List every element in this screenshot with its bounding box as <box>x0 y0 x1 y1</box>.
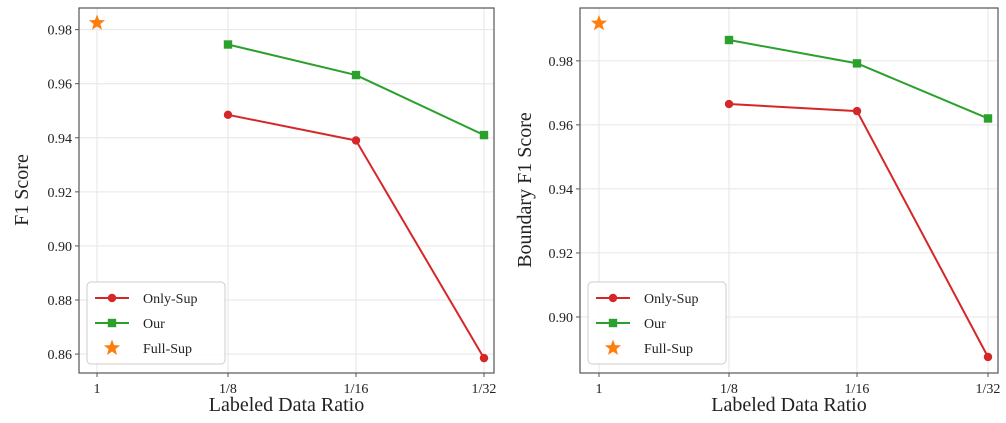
data-point-only-sup <box>351 136 361 145</box>
data-point-only-sup <box>983 352 993 362</box>
y-tick-label: 0.96 <box>549 119 574 134</box>
y-tick-label: 0.92 <box>48 186 73 201</box>
data-point-full-sup <box>88 14 106 30</box>
y-tick-label: 0.96 <box>48 78 73 93</box>
data-point-only-sup <box>724 99 734 109</box>
legend-marker-only-sup <box>107 293 117 303</box>
y-tick-label: 0.94 <box>48 132 73 147</box>
x-tick-label: 1 <box>596 382 603 397</box>
legend: Only-Sup Our Full-Sup <box>86 281 226 365</box>
legend-label-only-sup: Only-Sup <box>143 292 197 307</box>
y-tick-label: 0.90 <box>48 240 73 255</box>
series-only-sup <box>223 110 489 363</box>
x-axis-title: Labeled Data Ratio <box>711 394 867 416</box>
legend-marker-our <box>608 318 618 328</box>
data-point-only-sup <box>479 353 489 363</box>
series-our <box>223 40 489 140</box>
plot-frame <box>78 7 495 374</box>
chart-panel-2: 0.90 0.92 0.94 0.96 0.98 1 1/8 1/16 1/32 Labeled … <box>514 7 1001 416</box>
y-tick-label: 0.90 <box>549 311 574 326</box>
data-point-our <box>983 114 993 123</box>
x-axis-title: Labeled Data Ratio <box>209 394 365 416</box>
y-tick-label: 0.98 <box>549 55 574 70</box>
series-full-sup <box>88 14 106 30</box>
data-point-our <box>351 70 361 80</box>
legend-marker-our <box>107 318 117 328</box>
x-tick-label: 1/16 <box>845 382 870 397</box>
data-point-full-sup <box>590 14 608 31</box>
legend-label-only-sup: Only-Sup <box>644 292 698 307</box>
data-point-our <box>724 35 734 45</box>
y-axis-title: F1 Score <box>11 154 33 226</box>
x-tick-label: 1/32 <box>472 382 497 397</box>
data-point-our <box>479 130 489 140</box>
legend-label-full-sup: Full-Sup <box>644 342 693 357</box>
data-point-only-sup <box>223 110 233 119</box>
x-tick-label: 1/32 <box>976 382 1001 397</box>
legend-label-our: Our <box>143 317 165 332</box>
data-point-our <box>852 59 862 68</box>
y-tick-label: 0.88 <box>48 294 73 309</box>
x-tick-label: 1/8 <box>219 382 237 397</box>
x-tick-label: 1 <box>94 382 101 397</box>
legend-label-our: Our <box>644 317 666 332</box>
legend-marker-full-sup <box>103 339 121 355</box>
legend-box <box>86 281 226 365</box>
data-point-only-sup <box>852 106 862 116</box>
legend-label-full-sup: Full-Sup <box>143 342 192 357</box>
series-line-only-sup <box>728 103 989 358</box>
chart-panel-1: 0.86 0.88 0.90 0.92 0.94 0.96 0.98 1 1/8 1/16 1/32… <box>11 7 497 416</box>
plot-frame <box>579 7 999 374</box>
legend-box <box>587 281 727 365</box>
series-our <box>724 35 993 123</box>
series-only-sup <box>724 99 993 362</box>
y-tick-label: 0.92 <box>549 247 574 262</box>
series-full-sup <box>590 14 608 31</box>
legend: Only-Sup Our Full-Sup <box>587 281 727 365</box>
x-tick-label: 1/16 <box>344 382 369 397</box>
y-tick-label: 0.94 <box>549 183 574 198</box>
legend-marker-only-sup <box>608 293 618 303</box>
data-point-our <box>223 40 233 49</box>
legend-marker-full-sup <box>604 339 622 355</box>
x-tick-label: 1/8 <box>720 382 738 397</box>
y-tick-label: 0.98 <box>48 24 73 39</box>
y-tick-label: 0.86 <box>48 348 73 363</box>
y-axis-title: Boundary F1 Score <box>514 112 536 268</box>
